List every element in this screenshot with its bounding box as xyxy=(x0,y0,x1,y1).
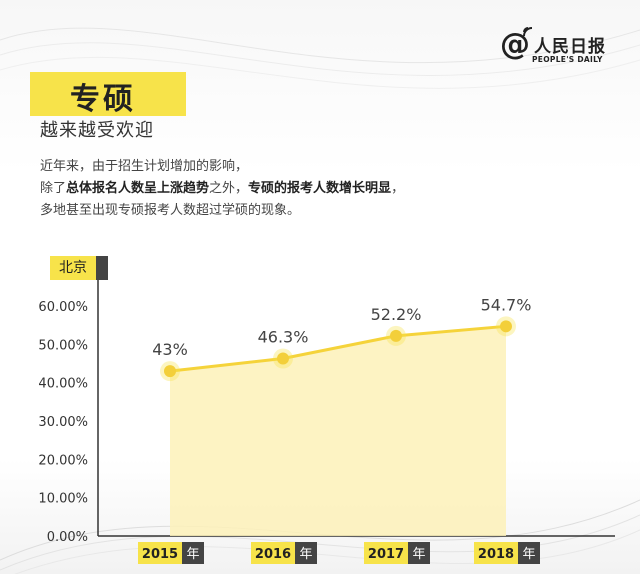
data-point xyxy=(277,352,289,365)
line-area-chart: 0.00% 10.00% 20.00% 30.00% 40.00% 50.00% 60.00… xyxy=(38,280,615,564)
desc-text: 之外， xyxy=(209,181,249,196)
y-tick-label: 60.00% xyxy=(38,300,88,315)
y-tick-label: 10.00% xyxy=(38,492,88,507)
description-line-2: 除了总体报名人数呈上涨趋势之外，专硕的报考人数增长明显， xyxy=(40,178,404,200)
desc-text: ， xyxy=(391,181,405,196)
desc-emphasis-2: 专硕的报考人数增长明显 xyxy=(248,181,392,196)
logo-name-cn: 人民日报 xyxy=(534,37,606,57)
series-area xyxy=(170,326,506,536)
x-category-suffix: 年 xyxy=(412,547,425,562)
x-category-suffix-box xyxy=(408,542,430,564)
signal-icon xyxy=(523,27,533,37)
data-label: 43% xyxy=(152,340,188,359)
x-category-label: 2018 xyxy=(478,547,514,562)
series-line xyxy=(169,324,507,373)
x-category-box xyxy=(364,542,408,564)
x-category-label: 2017 xyxy=(368,547,404,562)
city-label: 北京 xyxy=(50,256,96,280)
desc-emphasis-1: 总体报名人数呈上涨趋势 xyxy=(66,181,210,196)
data-point xyxy=(390,329,402,342)
page-title: 专硕 xyxy=(70,82,136,117)
x-category-suffix-box xyxy=(295,542,317,564)
description: 近年来，由于招生计划增加的影响， 除了总体报名人数呈上涨趋势之外，专硕的报考人数… xyxy=(40,156,404,222)
city-tag-tab xyxy=(96,256,108,280)
desc-text: 除了 xyxy=(40,181,67,196)
data-label: 46.3% xyxy=(258,328,309,347)
y-tick-label: 20.00% xyxy=(38,453,88,468)
x-category-suffix: 年 xyxy=(522,547,535,562)
peoples-daily-logo: @ 人民日报 PEOPLE'S DAILY xyxy=(500,27,620,68)
y-tick-label: 50.00% xyxy=(38,338,88,353)
y-tick-label: 0.00% xyxy=(47,530,88,545)
x-category-box xyxy=(138,542,182,564)
data-label: 52.2% xyxy=(371,305,422,324)
logo-name-en: PEOPLE'S DAILY xyxy=(532,55,603,64)
title-box: 专硕 xyxy=(30,72,186,117)
y-tick-label: 30.00% xyxy=(38,415,88,430)
x-category-suffix-box xyxy=(518,542,540,564)
page-subtitle: 越来越受欢迎 xyxy=(40,120,154,141)
x-category-label: 2015 xyxy=(142,547,178,562)
y-tick-label: 40.00% xyxy=(38,377,88,392)
x-category-suffix: 年 xyxy=(186,547,199,562)
x-category-label: 2016 xyxy=(255,547,291,562)
x-category-suffix: 年 xyxy=(299,547,312,562)
x-category-box xyxy=(474,542,518,564)
city-tag: 北京 xyxy=(50,256,108,280)
data-label: 54.7% xyxy=(481,295,532,314)
data-point xyxy=(500,320,512,333)
description-line-1: 近年来，由于招生计划增加的影响， xyxy=(40,159,249,174)
data-point xyxy=(164,365,176,378)
description-line-3: 多地甚至出现专硕报考人数超过学硕的现象。 xyxy=(40,203,301,218)
x-category-box xyxy=(251,542,295,564)
x-category-suffix-box xyxy=(182,542,204,564)
